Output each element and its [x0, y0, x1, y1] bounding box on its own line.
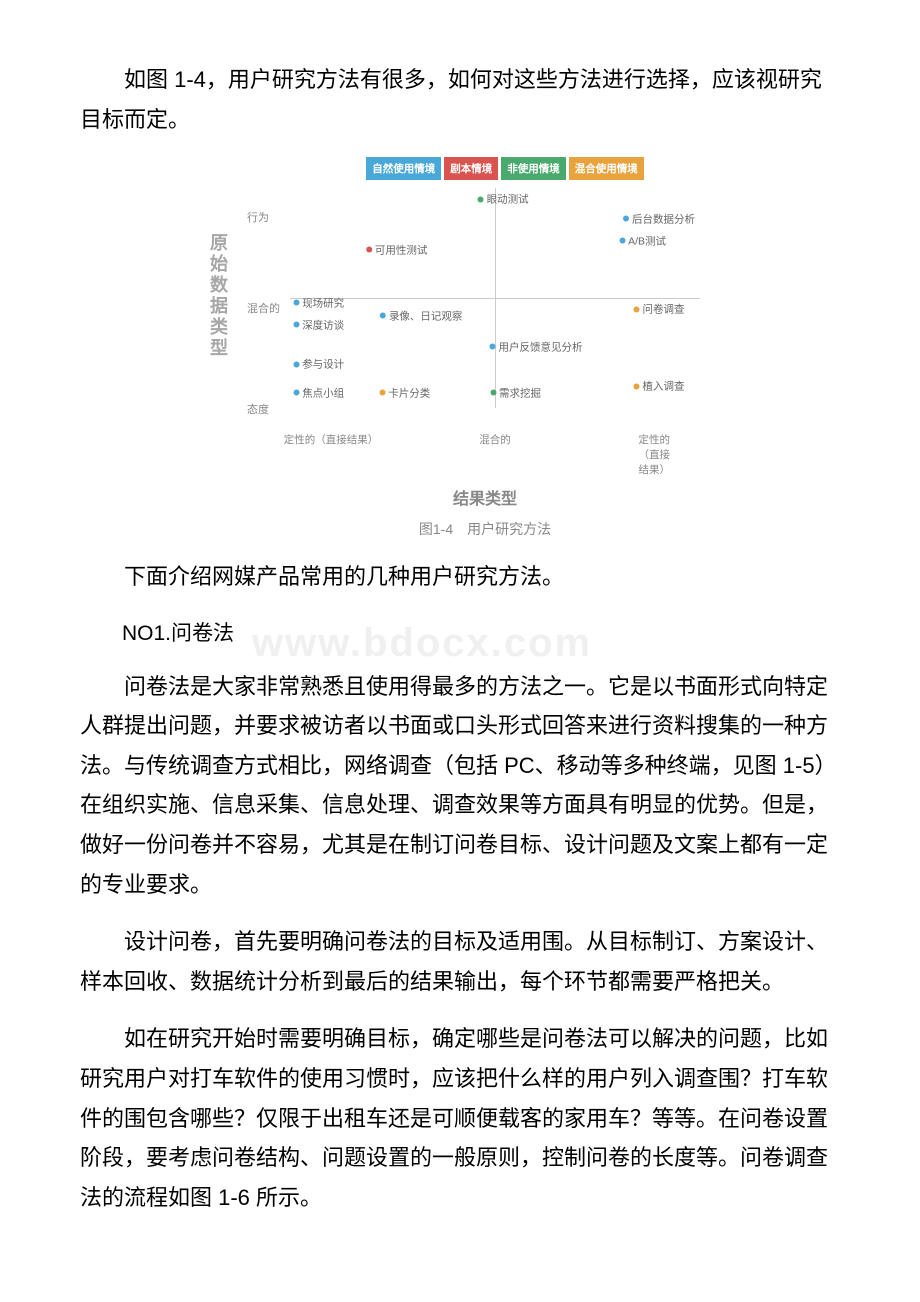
chart-point-dot-7 [634, 306, 640, 312]
chart-point-dot-8 [490, 344, 496, 350]
chart-point-dot-0 [478, 196, 484, 202]
chart-point-label-3: 可用性测试 [375, 242, 428, 257]
chart-point-label-12: 需求挖掘 [499, 385, 541, 400]
chart-tab-1: 剧本情境 [444, 157, 498, 180]
paragraph-p3: 问卷法是大家非常熟悉且使用得最多的方法之一。它是以书面形式向特定人群提出问题，并… [80, 667, 840, 905]
chart-point-10: 焦点小组 [293, 385, 344, 400]
x-tick-0: 定性的（直接结果） [284, 432, 379, 447]
x-tick-2: 定性的（直接结果） [639, 432, 680, 477]
chart-point-6: 深度访谈 [293, 317, 344, 332]
paragraph-p5: 如在研究开始时需要明确目标，确定哪些是问卷法可以解决的问题，比如研究用户对打车软… [80, 1019, 840, 1217]
chart-point-label-9: 参与设计 [302, 357, 344, 372]
y-tick-2: 态度 [247, 401, 269, 417]
chart-point-label-8: 用户反馈意见分析 [499, 339, 583, 354]
chart-point-label-0: 眼动测试 [487, 192, 529, 207]
chart-point-label-7: 问卷调查 [643, 302, 685, 317]
chart-point-label-2: A/B测试 [628, 233, 666, 248]
chart-point-label-10: 焦点小组 [302, 385, 344, 400]
chart-figure-1-4: 自然使用情境剧本情境非使用情境混合使用情境 原始数据类型 行为混合的态度 眼动测… [200, 157, 720, 539]
chart-point-label-1: 后台数据分析 [632, 211, 695, 226]
chart-tabs-row: 自然使用情境剧本情境非使用情境混合使用情境 [290, 157, 720, 180]
x-tick-1: 混合的 [479, 432, 511, 447]
chart-point-3: 可用性测试 [366, 242, 428, 257]
chart-point-dot-11 [379, 390, 385, 396]
heading-no1-text: NO1.问卷法 [122, 622, 234, 645]
x-axis-label: 结果类型 [250, 485, 720, 509]
chart-point-label-6: 深度访谈 [302, 317, 344, 332]
chart-point-12: 需求挖掘 [490, 385, 541, 400]
chart-point-dot-3 [366, 247, 372, 253]
chart-point-9: 参与设计 [293, 357, 344, 372]
chart-point-7: 问卷调查 [634, 302, 685, 317]
chart-tab-3: 混合使用情境 [569, 157, 644, 180]
paragraph-p4: 设计问卷，首先要明确问卷法的目标及适用围。从目标制订、方案设计、样本回收、数据统… [80, 922, 840, 1001]
chart-point-dot-13 [634, 383, 640, 389]
chart-point-label-11: 卡片分类 [388, 385, 430, 400]
chart-point-5: 录像、日记观察 [380, 308, 463, 323]
paragraph-methods-intro: 下面介绍网媒产品常用的几种用户研究方法。 [80, 557, 840, 597]
chart-point-label-5: 录像、日记观察 [389, 308, 463, 323]
axis-horizontal [290, 298, 700, 299]
heading-no1: www.bdocx.com NO1.问卷法 [80, 615, 840, 653]
chart-point-1: 后台数据分析 [623, 211, 695, 226]
chart-point-0: 眼动测试 [478, 192, 529, 207]
y-tick-1: 混合的 [247, 300, 280, 316]
chart-caption: 图1-4 用户研究方法 [250, 519, 720, 539]
chart-point-11: 卡片分类 [379, 385, 430, 400]
chart-plot-area: 眼动测试后台数据分析 A/B测试可用性测试现场研究录像、日记观察深度访谈 问卷调查用… [290, 188, 700, 408]
y-tick-0: 行为 [247, 209, 269, 225]
chart-point-label-13: 植入调查 [643, 379, 685, 394]
chart-point-dot-10 [293, 390, 299, 396]
chart-body: 原始数据类型 行为混合的态度 眼动测试后台数据分析A/B测试可用性测试现场研究录… [250, 188, 720, 428]
chart-point-2: A/B测试 [619, 233, 666, 248]
y-axis-label: 原始数据类型 [205, 233, 231, 359]
chart-point-8: 用户反馈意见分析 [490, 339, 583, 354]
chart-point-4: 现场研究 [293, 295, 344, 310]
chart-tab-2: 非使用情境 [501, 157, 566, 180]
chart-point-dot-5 [380, 313, 386, 319]
chart-point-dot-4 [293, 300, 299, 306]
chart-tab-0: 自然使用情境 [366, 157, 441, 180]
chart-point-label-4: 现场研究 [302, 295, 344, 310]
chart-point-dot-6 [293, 322, 299, 328]
chart-point-dot-2 [619, 238, 625, 244]
chart-point-dot-1 [623, 216, 629, 222]
chart-point-dot-9 [293, 361, 299, 367]
chart-point-13: 植入调查 [634, 379, 685, 394]
chart-point-dot-12 [490, 390, 496, 396]
paragraph-intro: 如图 1-4，用户研究方法有很多，如何对这些方法进行选择，应该视研究目标而定。 [80, 60, 840, 139]
